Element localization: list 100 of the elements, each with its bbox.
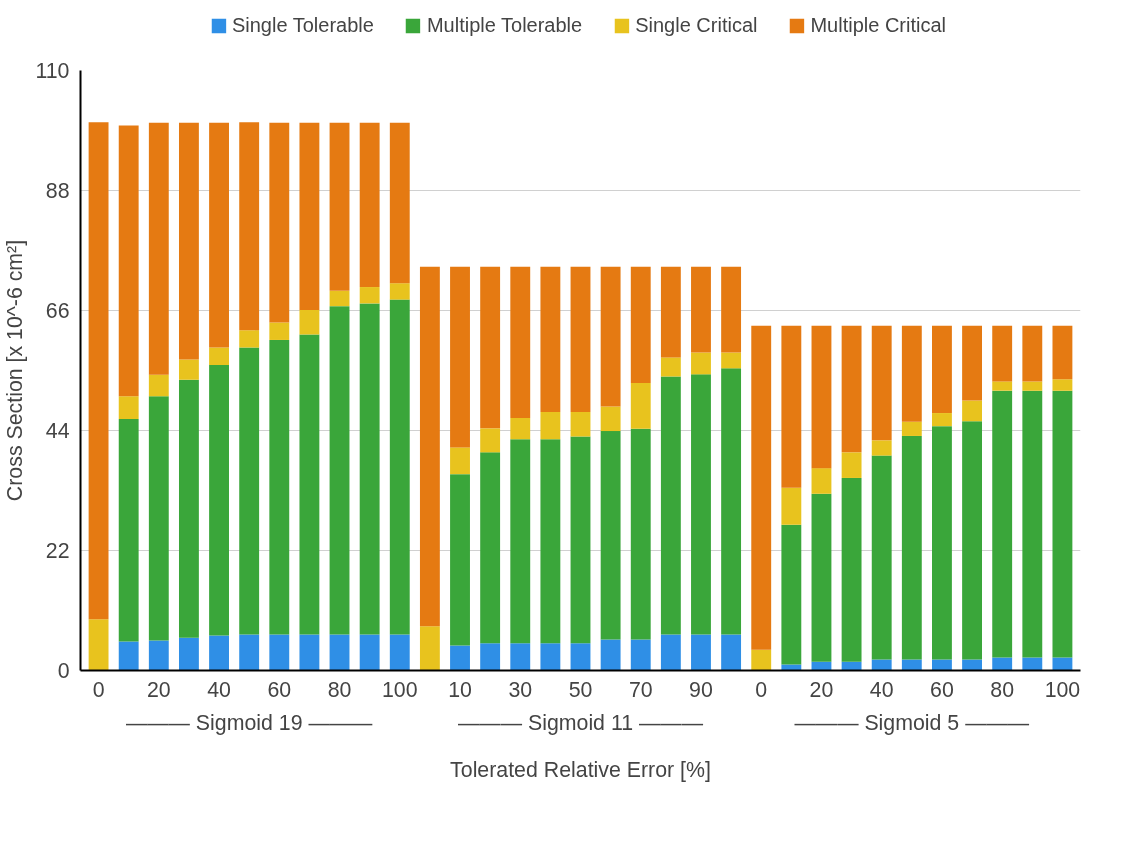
bar [962,421,983,660]
bar [148,122,169,375]
bar [239,347,260,635]
bar [630,428,651,640]
bar [1022,325,1043,382]
y-tick-label: 110 [35,59,70,83]
bar [299,334,320,635]
bar [570,436,591,644]
bar [178,122,199,360]
x-tick-label: 100 [381,677,418,702]
bar [781,487,802,525]
bar [389,283,410,300]
bar [450,266,470,448]
bar [480,452,501,644]
x-tick-label: 40 [869,677,894,702]
bar [540,411,561,440]
bar [1022,381,1043,391]
bar [962,325,983,401]
bar [510,266,531,418]
bar [1022,390,1043,658]
bar [178,359,199,380]
bar [1052,390,1073,658]
x-tick-label: 10 [448,677,473,702]
bar [329,306,350,635]
bar [88,122,109,620]
bar [450,645,470,671]
x-tick-label: 70 [628,677,653,702]
legend-label: Single Critical [635,13,758,37]
bar [660,357,681,377]
bar [540,266,561,412]
x-tick-label: 100 [1044,677,1081,702]
bar [992,325,1013,382]
x-axis-title: Tolerated Relative Error [%] [450,757,711,782]
bar [1052,379,1073,391]
bar [1052,657,1073,671]
bar [359,303,380,635]
bar [992,390,1013,658]
bar [540,439,561,644]
bar [178,379,199,638]
bar [419,626,440,671]
legend-label: Single Tolerable [231,13,374,37]
bar [691,634,711,671]
bar [841,477,862,662]
bar [389,122,410,284]
bar [811,325,832,469]
bar [239,634,260,671]
bar [901,659,922,671]
y-tick-label: 22 [45,539,70,563]
bar [480,266,501,429]
bar [751,649,772,671]
x-tick-label: 20 [146,677,171,702]
y-tick-label: 66 [45,299,70,323]
bar [841,452,862,478]
bar [932,426,952,660]
bar [359,122,380,288]
bar [691,266,711,353]
y-tick-label: 44 [45,419,70,443]
bar [510,417,531,440]
x-tick-label: 60 [930,677,954,702]
bar [269,122,290,323]
x-tick-label: 90 [689,677,713,702]
bar [419,266,440,627]
bar [570,643,591,671]
x-tick-label: 80 [327,677,352,702]
bar [209,347,229,366]
bar [269,322,290,340]
bar [932,413,952,427]
bar [329,634,350,671]
bar [841,661,862,671]
bar [540,643,561,671]
bar [901,421,922,436]
x-tick-label: 0 [755,677,768,702]
bar [992,381,1013,391]
bar [721,368,742,635]
bar [962,400,983,422]
bar [721,352,742,369]
bar [570,266,591,412]
bar [600,266,621,407]
x-tick-label: 30 [508,677,533,702]
bar [901,435,922,660]
bar [359,287,380,304]
bar [510,439,531,644]
bar [721,266,742,353]
x-tick-label: 0 [92,677,105,702]
y-axis-title: Cross Section [x 10^-6 cm²] [3,239,28,502]
x-tick-label: 60 [267,677,292,702]
x-tick-label: 50 [568,677,593,702]
bar [209,365,229,636]
bar [1052,325,1073,380]
bar [901,325,922,422]
bar [178,637,199,671]
legend-label: Multiple Tolerable [426,13,583,37]
bar [389,299,410,635]
bar [932,325,952,414]
bar [691,374,711,635]
bar [630,266,651,384]
bar [660,266,681,358]
bar [299,122,320,310]
bar [239,122,260,331]
bar [781,325,802,488]
